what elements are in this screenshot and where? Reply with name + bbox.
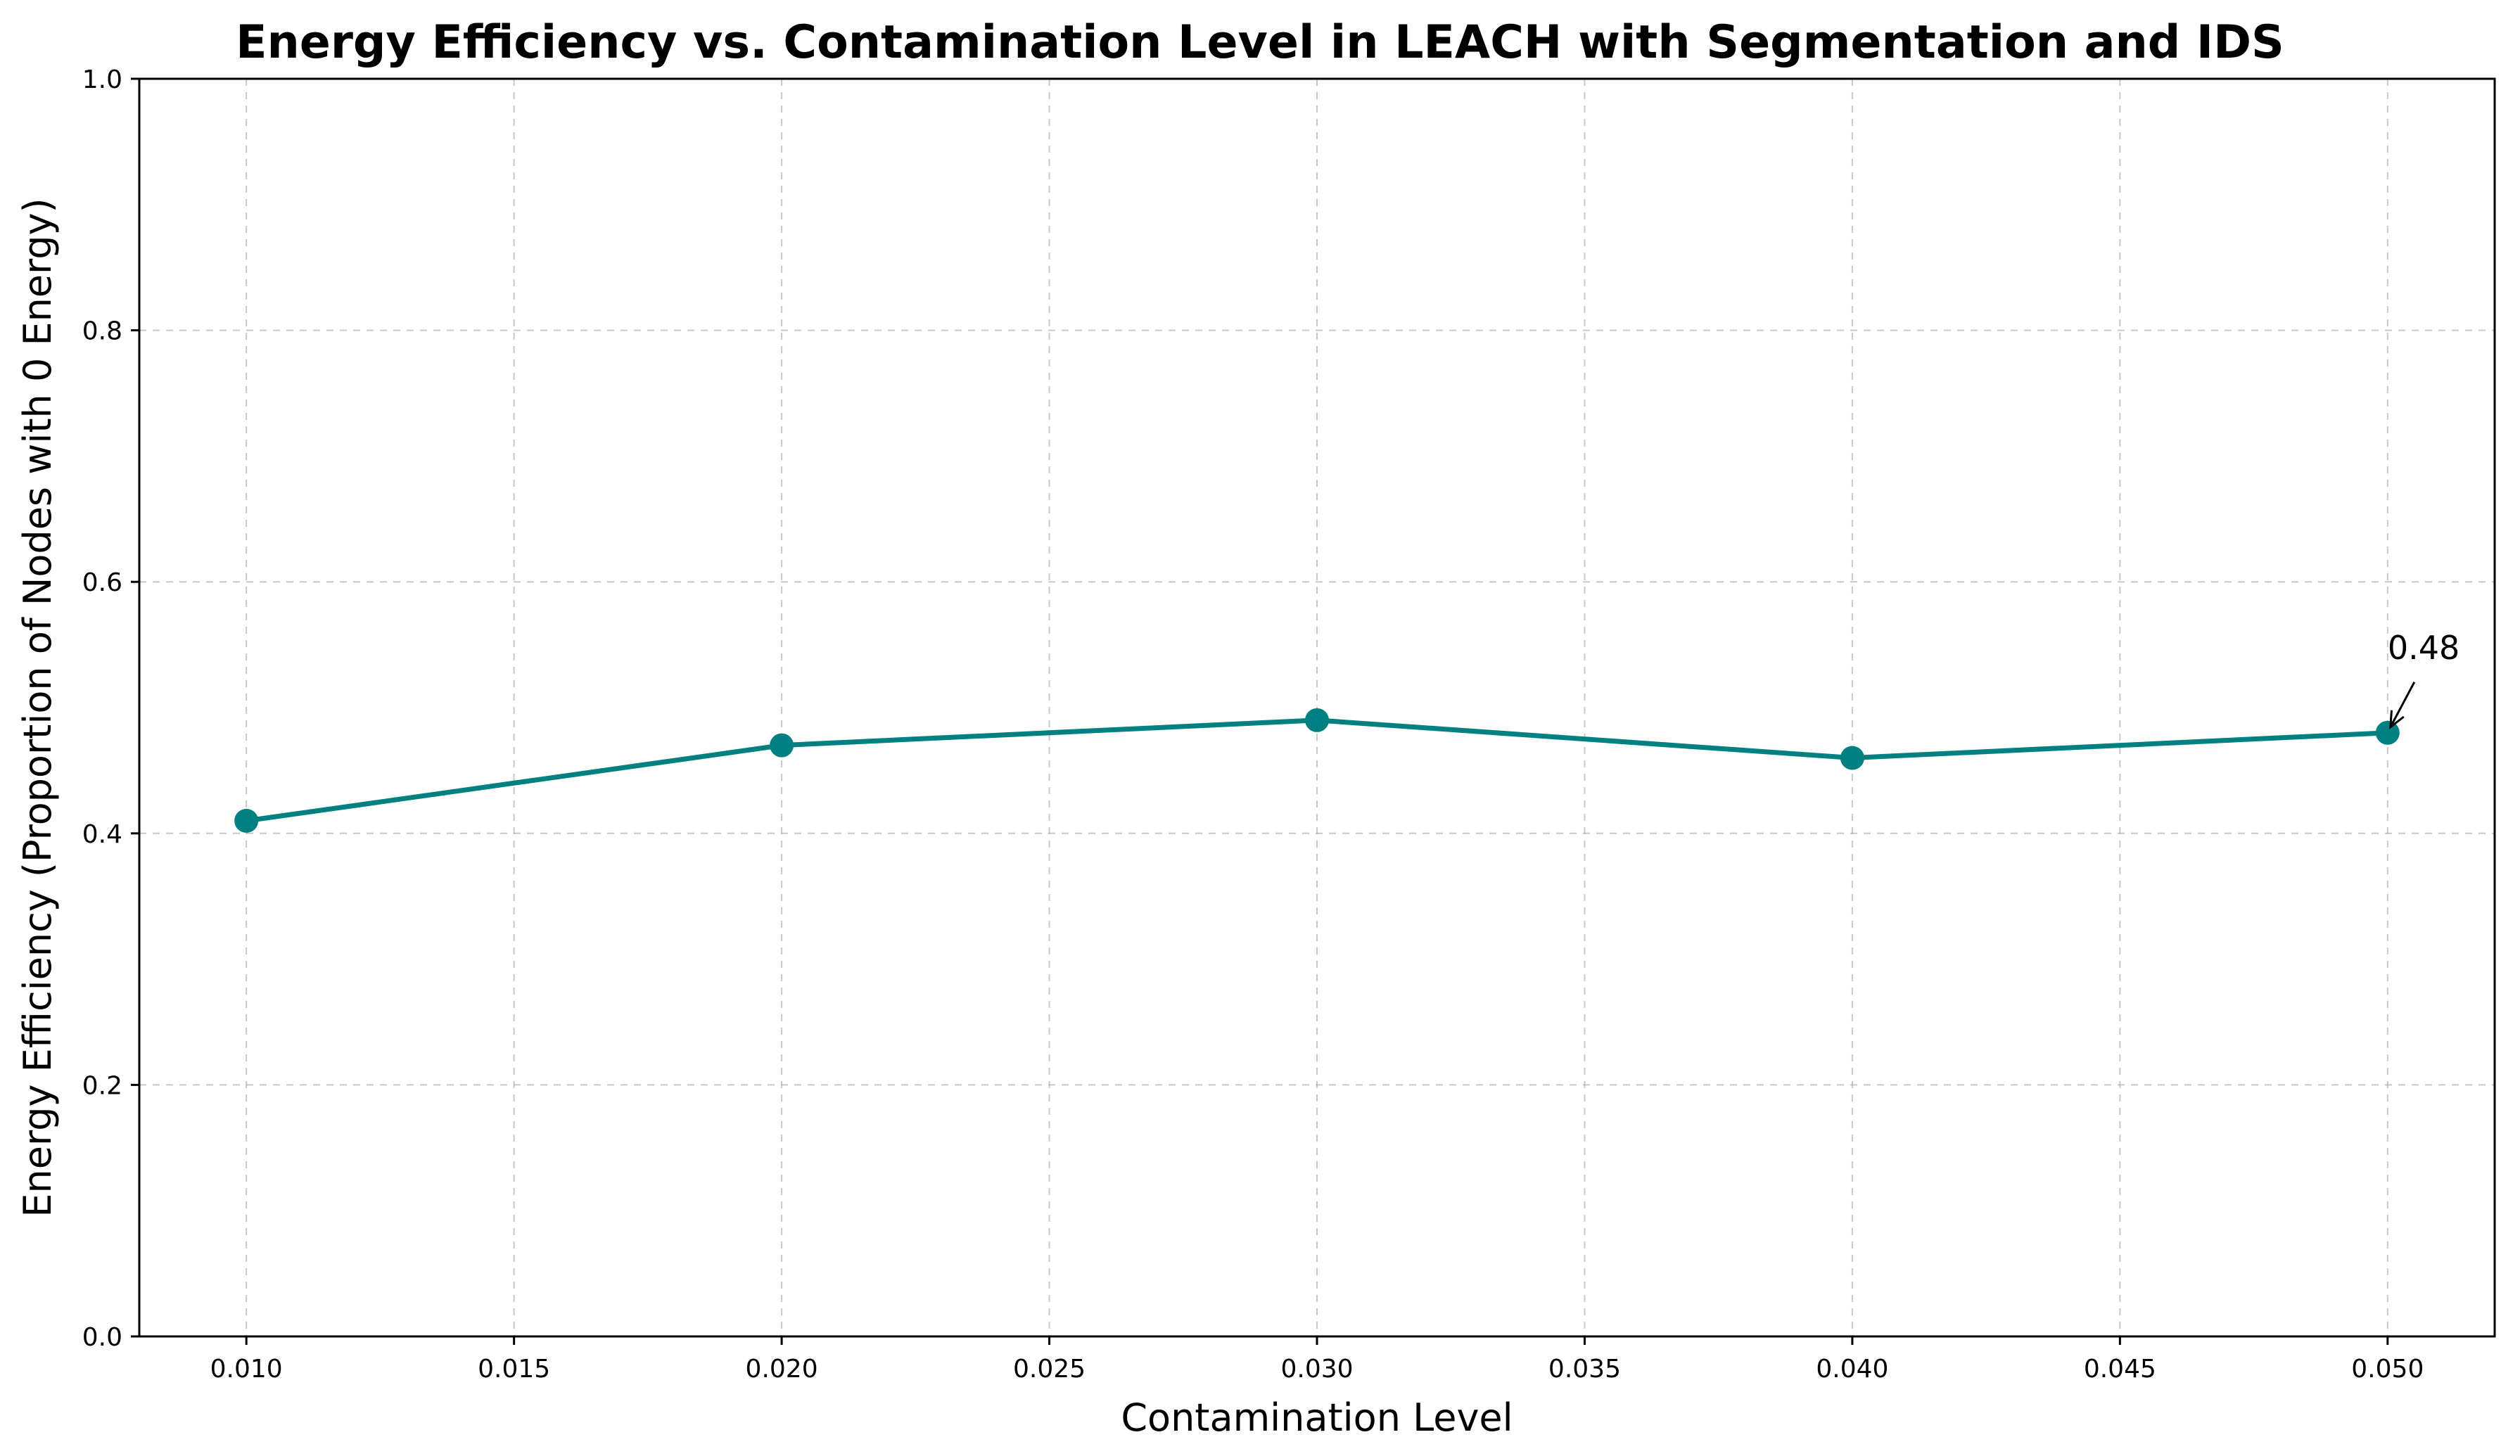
axis-ticks: 0.010 0.015 0.020 0.025 0.030 0.035 0.040 0.045… bbox=[82, 65, 2424, 1384]
data-point bbox=[234, 808, 259, 833]
series-layer bbox=[234, 708, 2400, 833]
x-tick-label: 0.015 bbox=[478, 1355, 550, 1384]
x-tick-label: 0.040 bbox=[1816, 1355, 1888, 1384]
y-tick-label: 0.8 bbox=[82, 317, 122, 346]
y-tick-label: 1.0 bbox=[82, 65, 122, 94]
x-tick-label: 0.020 bbox=[746, 1355, 818, 1384]
y-tick-label: 0.6 bbox=[82, 568, 122, 597]
annotation-arrow bbox=[2389, 682, 2416, 728]
annotation-label: 0.48 bbox=[2388, 629, 2459, 667]
y-tick-label: 0.4 bbox=[82, 820, 122, 849]
chart-title: Energy Efficiency vs. Contamination Leve… bbox=[236, 16, 2284, 69]
data-point bbox=[1305, 708, 1329, 732]
x-tick-label: 0.010 bbox=[210, 1355, 283, 1384]
y-axis-label: Energy Efficiency (Proportion of Nodes w… bbox=[15, 198, 60, 1217]
data-point bbox=[1840, 746, 1864, 770]
x-axis-label: Contamination Level bbox=[1121, 1396, 1513, 1440]
x-tick-label: 0.045 bbox=[2084, 1355, 2156, 1384]
y-tick-label: 0.2 bbox=[82, 1071, 122, 1100]
grid-lines bbox=[139, 78, 2495, 1337]
x-tick-label: 0.030 bbox=[1280, 1355, 1353, 1384]
y-tick-label: 0.0 bbox=[82, 1323, 122, 1352]
x-tick-label: 0.035 bbox=[1548, 1355, 1621, 1384]
annotation-arrowhead bbox=[2389, 710, 2405, 730]
data-point bbox=[2375, 720, 2400, 745]
x-tick-label: 0.025 bbox=[1013, 1355, 1086, 1384]
x-tick-label: 0.050 bbox=[2351, 1355, 2424, 1384]
data-point bbox=[770, 733, 794, 758]
annotations: 0.48 bbox=[2388, 629, 2459, 730]
